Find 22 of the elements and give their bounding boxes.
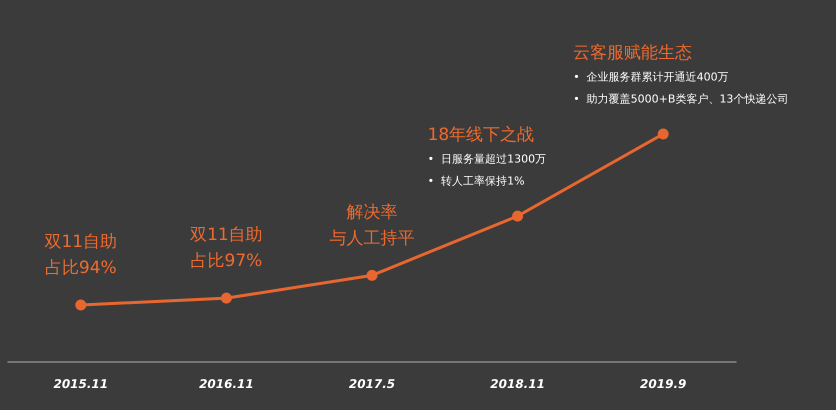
- x-tick-label: 2018.11: [490, 377, 545, 391]
- x-tick-label: 2016.11: [199, 377, 254, 391]
- annotation: 双11自助: [44, 232, 118, 252]
- annotation: 与人工持平: [330, 228, 414, 248]
- point: [75, 300, 86, 310]
- text: • 助力覆盖5000+B类客户、13个快递公司: [573, 92, 788, 106]
- annotation: 解决率: [346, 202, 398, 222]
- point: [366, 270, 378, 281]
- x-tick-label: 2017.5: [348, 377, 396, 391]
- annotation: 双11自助: [190, 225, 263, 246]
- x-tick-label: 2019.9: [640, 377, 686, 391]
- annotation: • 日服务量超过1300万: [428, 152, 546, 166]
- annotation: 18年线下之战: [428, 125, 534, 146]
- annotation: • 转人工率保持1%: [428, 174, 525, 188]
- annotation: 占比94%: [44, 258, 117, 278]
- point: [220, 292, 232, 304]
- annotation: 占比97%: [190, 251, 262, 272]
- text: • 企业服务群累计开通近400万: [573, 70, 729, 84]
- x-tick-label: 2015.11: [53, 377, 108, 391]
- point: [658, 128, 669, 140]
- point: [512, 210, 524, 222]
- text: 云客服赋能生态: [573, 43, 692, 63]
